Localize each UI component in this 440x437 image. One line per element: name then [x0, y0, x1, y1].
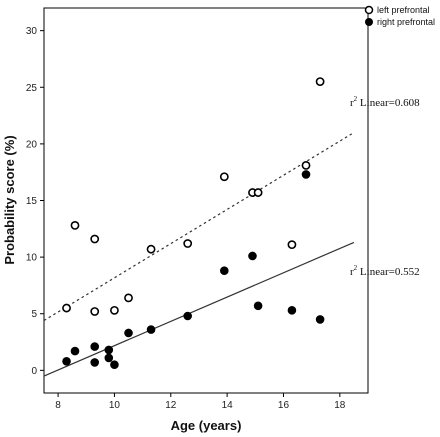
plot-area	[43, 7, 369, 394]
fit-line-right-prefrontal	[43, 241, 355, 377]
legend: left prefrontal right prefrontal	[364, 5, 435, 27]
x-tick-label-16: 16	[278, 400, 290, 411]
fit-label-right: r2 Linear=0.552	[350, 264, 420, 278]
point-left-prefrontal	[315, 77, 325, 87]
point-right-prefrontal	[70, 346, 80, 356]
legend-label-left-prefrontal: left prefrontal	[377, 5, 430, 15]
point-left-prefrontal	[146, 244, 156, 254]
point-right-prefrontal	[220, 266, 229, 276]
point-right-prefrontal	[124, 328, 133, 338]
point-right-prefrontal	[90, 342, 100, 351]
point-left-prefrontal	[183, 239, 193, 248]
y-tick-label-30: 30	[26, 26, 38, 37]
legend-marker-right-prefrontal	[365, 18, 373, 26]
y-tick-label-15: 15	[26, 196, 38, 207]
point-right-prefrontal	[301, 170, 311, 179]
x-tick-label-10: 10	[109, 400, 121, 411]
point-left-prefrontal	[62, 303, 71, 313]
point-right-prefrontal	[253, 301, 263, 311]
y-tick-label-10: 10	[26, 253, 38, 264]
point-right-prefrontal	[110, 360, 119, 369]
y-tick-label-0: 0	[31, 366, 37, 377]
x-tick-label-12: 12	[165, 400, 177, 411]
data-points	[62, 77, 325, 369]
point-right-prefrontal	[146, 325, 156, 334]
point-left-prefrontal	[110, 305, 119, 315]
y-tick-label-25: 25	[26, 83, 38, 94]
y-tick-label-5: 5	[31, 309, 37, 320]
point-right-prefrontal	[287, 306, 297, 315]
fit-label-left: r2 Linear=0.608	[350, 95, 420, 109]
y-axis-title: Probability score (%)	[2, 135, 17, 264]
axis-ticks: 8 10 12 14 16 18 0 5 10 15 20 25 30	[26, 26, 346, 411]
point-right-prefrontal	[62, 356, 71, 366]
legend-label-right-prefrontal: right prefrontal	[377, 17, 435, 27]
point-left-prefrontal	[70, 221, 80, 230]
point-right-prefrontal	[90, 358, 100, 367]
point-right-prefrontal	[104, 353, 114, 363]
point-right-prefrontal	[104, 345, 114, 355]
x-axis-title: Age (years)	[171, 418, 242, 433]
y-tick-label-20: 20	[26, 139, 38, 150]
point-left-prefrontal	[253, 188, 263, 197]
point-left-prefrontal	[90, 234, 100, 244]
x-tick-label-8: 8	[55, 400, 61, 411]
fit-lines	[43, 132, 355, 377]
point-left-prefrontal	[301, 160, 311, 170]
x-tick-label-18: 18	[334, 400, 346, 411]
point-right-prefrontal	[183, 311, 192, 321]
point-right-prefrontal	[248, 251, 257, 261]
point-left-prefrontal	[287, 240, 297, 250]
point-left-prefrontal	[219, 172, 229, 182]
point-left-prefrontal	[90, 307, 100, 316]
legend-marker-left-prefrontal	[364, 5, 374, 15]
point-left-prefrontal	[124, 293, 133, 303]
x-tick-label-14: 14	[222, 400, 234, 411]
point-right-prefrontal	[315, 315, 325, 324]
